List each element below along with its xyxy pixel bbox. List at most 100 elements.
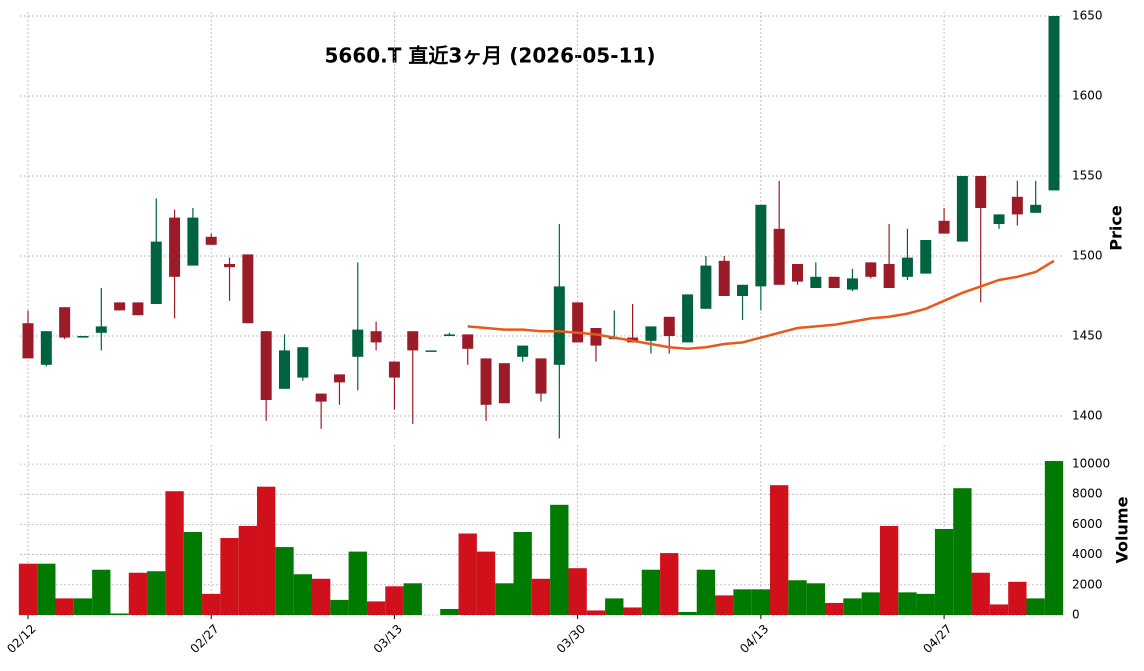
candle-body	[846, 278, 858, 290]
volume-bar	[824, 602, 844, 615]
volume-bar	[220, 538, 239, 615]
candle-body	[792, 264, 803, 282]
x-tick-label: 02/27	[187, 622, 221, 656]
candle-body	[663, 316, 675, 336]
candle-body	[1048, 16, 1060, 191]
volume-bar	[1008, 581, 1027, 615]
y-tick-label: 1650	[1072, 9, 1103, 23]
candle-body	[388, 361, 400, 378]
volume-bar	[92, 569, 111, 615]
volume-bar	[1044, 461, 1064, 615]
candle-body	[498, 363, 510, 404]
candle-body	[260, 331, 272, 400]
volume-bar	[715, 595, 734, 615]
candle-body	[315, 393, 327, 402]
candle-body	[572, 302, 584, 343]
candle-body	[40, 331, 52, 365]
volume-bar	[495, 583, 514, 615]
candle-body	[883, 264, 895, 288]
candle-body	[150, 241, 162, 304]
volume-bar	[348, 551, 367, 615]
y2-tick-label: 0	[1072, 608, 1080, 622]
candle-body	[297, 347, 309, 378]
volume-bar	[696, 569, 716, 615]
volume-bar	[605, 598, 624, 615]
volume-bar	[971, 572, 990, 615]
volume-bar	[623, 607, 642, 615]
volume-bar	[55, 598, 74, 615]
volume-bar	[916, 593, 935, 615]
candle-body	[975, 176, 987, 208]
y-tick-label: 1500	[1072, 249, 1103, 263]
candle-body	[773, 228, 785, 285]
volume-bar	[770, 485, 789, 615]
volume-bar	[989, 604, 1009, 615]
candle-body	[95, 326, 107, 333]
volume-bar	[953, 488, 972, 615]
candle-body	[956, 176, 968, 242]
candle-body	[132, 302, 144, 316]
x-tick-label: 03/13	[371, 622, 405, 656]
candle-body	[407, 331, 419, 351]
candle-body	[333, 374, 345, 383]
y-tick-label: 1550	[1072, 169, 1103, 183]
volume-bar	[311, 578, 331, 615]
candle-body	[535, 358, 547, 394]
volume-bar	[550, 504, 569, 615]
volume-bar	[476, 551, 496, 615]
volume-bar	[531, 578, 551, 615]
x-tick-label: 02/12	[4, 622, 38, 656]
candle-body	[553, 286, 565, 365]
candle-body	[169, 217, 181, 277]
candle-body	[242, 254, 254, 324]
x-tick-label: 04/13	[737, 622, 771, 656]
volume-bar	[275, 547, 294, 615]
candle-body	[901, 257, 913, 277]
y-tick-label: 1600	[1072, 89, 1103, 103]
candle-body	[462, 334, 474, 349]
candle-body	[370, 331, 382, 343]
volume-bar	[660, 553, 679, 615]
volume-bar	[898, 592, 917, 615]
candle-body	[480, 358, 492, 405]
candle-body	[718, 260, 730, 296]
volume-bar	[513, 531, 532, 615]
volume-bar	[733, 589, 752, 615]
candle-body	[443, 334, 455, 336]
volume-bar	[1026, 598, 1045, 615]
candle-body	[224, 264, 236, 268]
volume-bar	[568, 568, 587, 615]
volume-bar	[879, 525, 899, 615]
candle-body	[810, 276, 822, 288]
y2-tick-label: 10000	[1072, 457, 1110, 471]
volume-bar	[751, 589, 771, 615]
volume-bar	[806, 583, 825, 615]
y2-tick-label: 8000	[1072, 487, 1103, 501]
volume-bar	[788, 580, 807, 615]
candle-body	[590, 328, 602, 346]
volume-bar	[257, 486, 276, 615]
x-tick-label: 04/27	[920, 622, 954, 656]
volume-bar	[330, 599, 349, 615]
volume-bar	[293, 574, 312, 615]
volume-bar	[678, 611, 697, 615]
volume-bar	[110, 613, 129, 615]
volume-bar	[202, 593, 221, 615]
candle-body	[425, 350, 437, 352]
volume-bar	[147, 571, 166, 615]
volume-bar	[934, 528, 954, 615]
candle-body	[700, 265, 712, 309]
candle-body	[828, 276, 840, 288]
candle-body	[205, 236, 217, 245]
candle-body	[993, 214, 1005, 224]
candle-body	[682, 294, 694, 343]
candle-body	[517, 345, 529, 357]
volume-bar	[37, 563, 56, 615]
candle-body	[920, 240, 932, 274]
candle-body	[187, 217, 199, 266]
volume-bar	[165, 491, 184, 615]
volume-bar	[440, 608, 459, 615]
y2-axis-label: Volume	[1113, 496, 1132, 563]
candle-body	[938, 220, 950, 234]
volume-bar	[403, 583, 422, 615]
